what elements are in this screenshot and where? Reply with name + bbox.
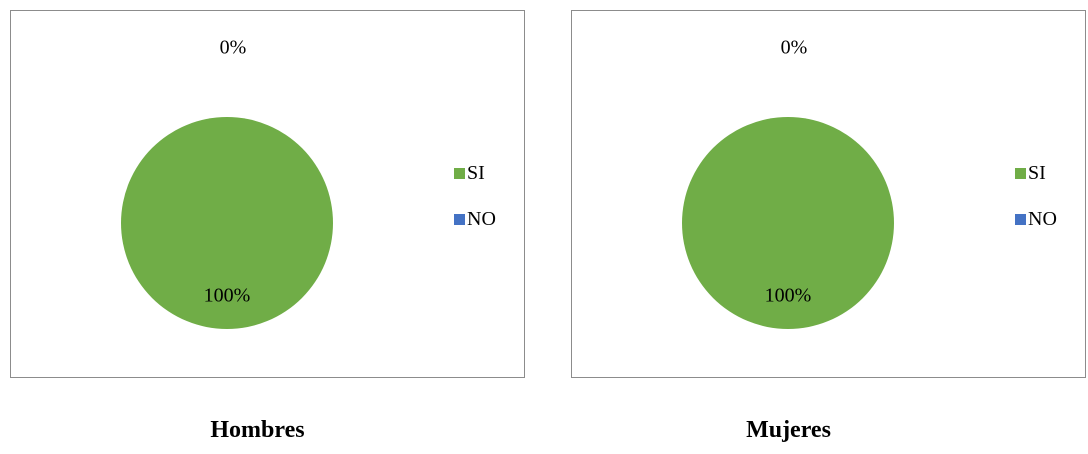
pie-chart-mujeres: 100% 0% SI NO xyxy=(571,10,1086,378)
caption-mujeres: Mujeres xyxy=(746,417,831,443)
pie-chart-hombres: 100% 0% SI NO xyxy=(10,10,525,378)
legend-mujeres: SI NO xyxy=(1015,161,1057,255)
legend-label-no: NO xyxy=(1028,207,1057,230)
pie-slice-si xyxy=(121,117,333,329)
legend-swatch-no xyxy=(1015,213,1026,225)
data-label-no: 0% xyxy=(220,37,247,59)
legend-item-no: NO xyxy=(1015,207,1057,230)
legend-label-si: SI xyxy=(467,161,485,184)
legend-label-si: SI xyxy=(1028,161,1046,184)
legend-label-no: NO xyxy=(467,207,496,230)
legend-item-si: SI xyxy=(1015,161,1057,184)
pie-svg-mujeres: 100% 0% xyxy=(682,37,894,329)
legend-swatch-no xyxy=(454,213,465,225)
legend-item-no: NO xyxy=(454,207,496,230)
legend-swatch-si xyxy=(1015,167,1026,179)
legend-swatch-si xyxy=(454,167,465,179)
caption-hombres: Hombres xyxy=(210,417,305,443)
data-label-no: 0% xyxy=(781,37,808,59)
pie-slice-si xyxy=(682,117,894,329)
legend-hombres: SI NO xyxy=(454,161,496,255)
data-label-si: 100% xyxy=(204,285,251,307)
data-label-si: 100% xyxy=(765,285,812,307)
legend-item-si: SI xyxy=(454,161,496,184)
pie-svg-hombres: 100% 0% xyxy=(121,37,333,329)
